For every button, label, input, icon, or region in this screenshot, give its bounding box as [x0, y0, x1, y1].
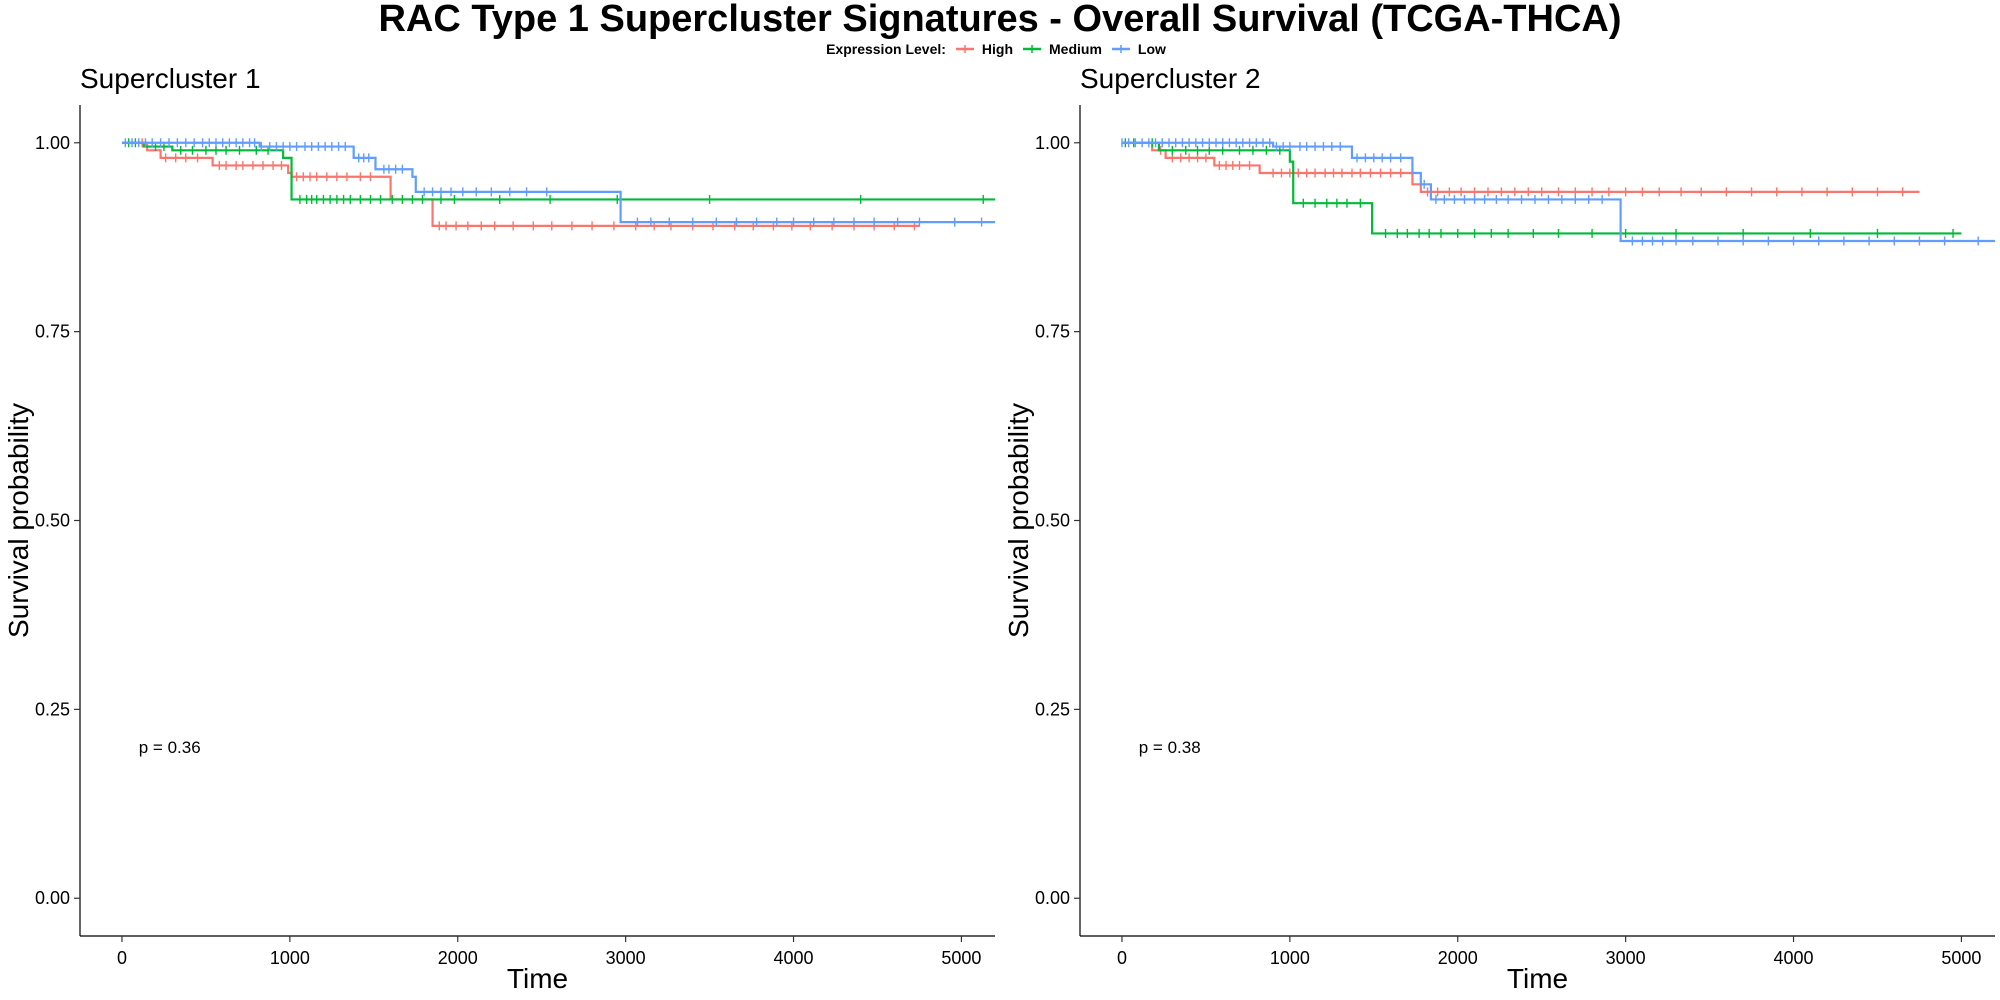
x-tick-label-1-5: 5000 — [941, 948, 981, 968]
legend-label-low: Low — [1137, 41, 1166, 57]
x-tick-label-1-2: 2000 — [438, 948, 478, 968]
x-tick-label-1-0: 0 — [117, 948, 127, 968]
km-curve-low-1 — [121, 141, 995, 224]
p-value-annotation-2: p = 0.38 — [1139, 738, 1201, 757]
y-tick-label-1-2: 0.50 — [35, 511, 70, 531]
panel-subtitle-1: Supercluster 1 — [80, 63, 261, 94]
x-tick-label-2-2: 2000 — [1438, 948, 1478, 968]
y-axis-title-1: Survival probability — [3, 403, 34, 638]
legend-title: Expression Level: — [826, 41, 946, 57]
x-axis-title-2: Time — [1507, 963, 1568, 994]
legend-item-high: High — [954, 41, 1013, 57]
y-tick-label-1-0: 0.00 — [35, 888, 70, 908]
y-tick-label-2-3: 0.75 — [1035, 322, 1070, 342]
x-tick-label-1-4: 4000 — [774, 948, 814, 968]
legend-item-low: Low — [1110, 41, 1166, 57]
x-tick-label-1-1: 1000 — [270, 948, 310, 968]
chart-title: RAC Type 1 Supercluster Signatures - Ove… — [378, 0, 1622, 40]
y-tick-label-2-0: 0.00 — [1035, 888, 1070, 908]
y-tick-label-2-2: 0.50 — [1035, 511, 1070, 531]
legend-key-medium — [1023, 45, 1042, 53]
km-curve-medium-1 — [121, 141, 995, 201]
y-tick-label-1-3: 0.75 — [35, 322, 70, 342]
p-value-annotation-1: p = 0.36 — [139, 738, 201, 757]
survival-plot-1: Supercluster 1 0.00 0.25 0.50 0.75 1.00 0 1000 2… — [3, 63, 995, 994]
x-tick-label-1-3: 3000 — [606, 948, 646, 968]
x-tick-label-2-1: 1000 — [1270, 948, 1310, 968]
survival-panel-1: Supercluster 1 0.00 0.25 0.50 0.75 1.00 0 1000 2… — [0, 60, 1000, 1000]
y-tick-label-2-4: 1.00 — [1035, 133, 1070, 153]
legend-label-medium: Medium — [1049, 41, 1102, 57]
legend-item-medium: Medium — [1021, 41, 1102, 57]
km-curve-medium-2 — [1121, 141, 1962, 235]
y-axis-title-2: Survival probability — [1003, 403, 1034, 638]
legend-label-high: High — [981, 41, 1014, 57]
legend: Expression Level: High Medium Low — [0, 40, 2000, 58]
x-tick-label-2-0: 0 — [1117, 948, 1127, 968]
x-tick-label-2-5: 5000 — [1941, 948, 1981, 968]
survival-panel-2: Supercluster 2 0.00 0.25 0.50 0.75 1.00 0 1000 2… — [1000, 60, 2000, 1000]
y-tick-label-1-1: 0.25 — [35, 699, 70, 719]
x-tick-label-2-4: 4000 — [1774, 948, 1814, 968]
x-tick-label-2-3: 3000 — [1606, 948, 1646, 968]
y-tick-label-1-4: 1.00 — [35, 133, 70, 153]
km-curve-high-1 — [121, 141, 920, 227]
survival-plot-2: Supercluster 2 0.00 0.25 0.50 0.75 1.00 0 1000 2… — [1003, 63, 1995, 994]
y-tick-label-2-1: 0.25 — [1035, 699, 1070, 719]
km-curve-high-2 — [1121, 141, 1920, 193]
x-axis-title-1: Time — [507, 963, 568, 994]
legend-key-high — [955, 45, 974, 53]
panel-subtitle-2: Supercluster 2 — [1080, 63, 1261, 94]
legend-key-low — [1111, 45, 1130, 53]
